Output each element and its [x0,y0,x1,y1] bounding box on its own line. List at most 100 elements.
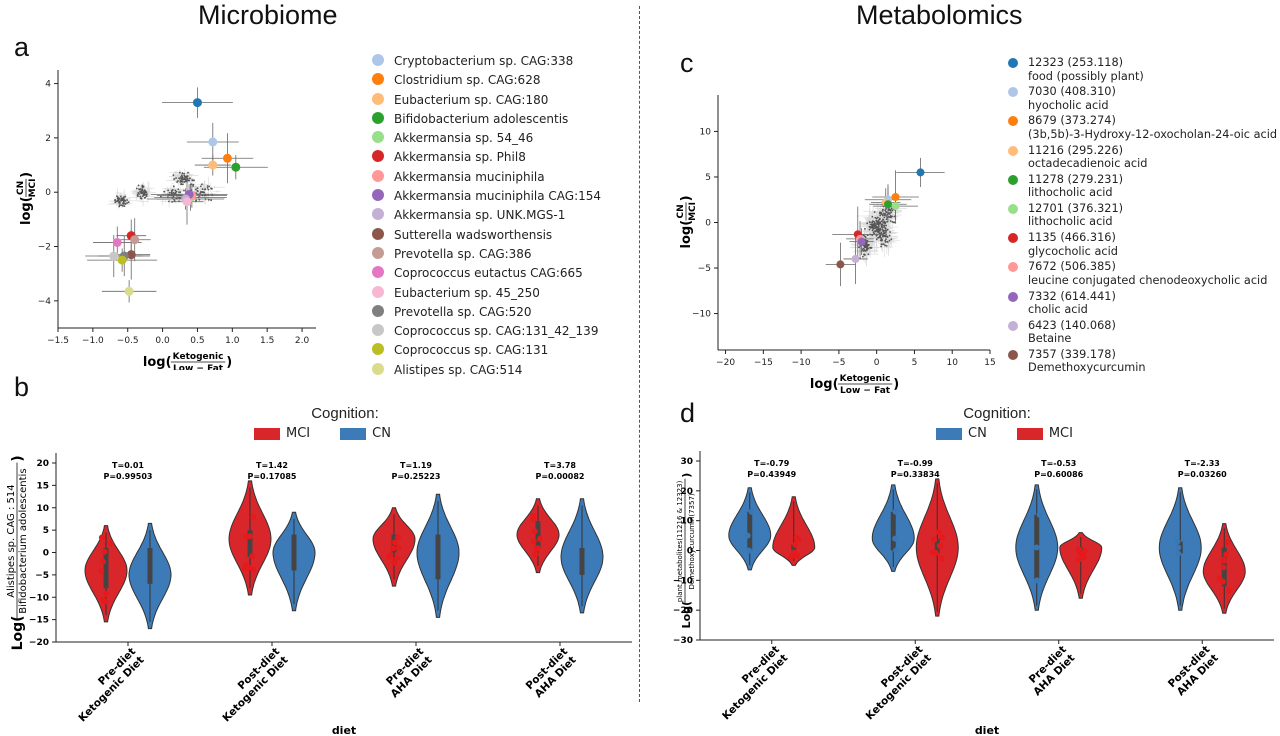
violin-iqr-box [103,548,109,589]
background-point [210,187,213,190]
background-point [138,193,140,195]
background-point [146,193,148,196]
legend-item: 7030 (408.310) hyocholic acid [1008,85,1278,114]
background-point [194,188,197,191]
legend-marker [1008,262,1018,273]
background-point [865,248,868,251]
background-point [884,244,886,247]
y-tick-label: −30 [673,636,693,646]
violin-iqr-box [247,530,253,557]
stat-t-label: T=-2.33 [1185,459,1220,468]
cn-label: CN [968,426,987,441]
data-point [98,534,105,541]
background-point [881,243,883,246]
x-tick-label: 2.0 [295,336,310,346]
legend-label: Akkermansia sp. UNK.MGS-1 [394,208,566,223]
stat-p-label: P=0.99503 [103,472,152,481]
legend-label: 11278 (279.231) lithocholic acid [1028,172,1124,200]
background-point [880,223,883,226]
data-point [99,596,106,603]
mci-swatch [254,427,280,440]
background-point [877,220,879,223]
background-point [172,195,175,198]
legend-item: Alistipes sp. CAG:514 [372,362,622,381]
y-tick-label: −5 [35,571,49,581]
background-point [181,176,184,179]
background-point [196,190,199,193]
y-tick-label: 0 [705,219,711,229]
legend-item: Akkermansia sp. Phil8 [372,149,622,168]
background-point [881,227,884,229]
cn-swatch [340,427,367,440]
legend-item: Eubacterium sp. CAG:180 [372,92,622,111]
background-point [119,204,121,207]
background-point [888,234,891,237]
x-axis-label: log(Ketogenic Low − Fat) [143,352,232,370]
background-point [875,238,878,241]
background-point [864,227,866,230]
x-tick-label: 15 [984,358,995,368]
background-point [867,244,870,246]
legend-label: Alistipes sp. CAG:514 [394,362,523,377]
legend-label: 8679 (373.274) (3b,5b)-3-Hydroxy-12-oxoc… [1028,114,1278,141]
background-point [195,199,198,202]
background-point [883,220,886,223]
svg-text:Low − Fat: Low − Fat [840,386,891,395]
legend-marker [372,266,384,279]
data-point [1036,511,1043,518]
legend-marker [1008,291,1018,302]
background-point [858,246,860,249]
legend-marker [372,227,384,240]
x-axis-label: diet [975,724,999,736]
highlight-point [222,153,232,163]
x-tick-label: 0.5 [190,336,204,346]
mci-label: MCI [1048,426,1073,441]
data-point [395,544,402,551]
background-point [885,224,888,227]
background-point [200,183,203,186]
violin-iqr-box [291,534,297,571]
svg-text:Alistipes sp. CAG : 514: Alistipes sp. CAG : 514 [6,484,17,597]
background-point [159,195,162,198]
legend-label: Akkermansia muciniphila CAG:154 [394,189,602,204]
legend-label: 12701 (376.321) lithocholic acid [1028,201,1124,229]
background-point [183,189,185,192]
legend-label: 7357 (339.178) Demethoxycurcumin [1028,347,1146,375]
background-point [186,175,189,178]
background-point [163,190,166,193]
background-point [137,184,140,187]
legend-item: Prevotella sp. CAG:386 [372,246,622,265]
legend-label: Coprococcus sp. CAG:131_42_139 [394,324,599,339]
background-point [890,211,893,214]
legend-marker [372,73,384,86]
background-point [140,197,143,200]
data-point [792,541,799,548]
data-point [107,540,114,547]
background-point [121,199,124,201]
data-point [243,533,250,540]
legend-marker [1008,349,1018,360]
background-point [882,243,885,246]
background-point [122,201,125,204]
background-point [180,174,183,177]
legend-marker [372,343,384,356]
x-axis-label: diet [332,724,356,736]
stat-t-label: T=0.01 [112,461,144,470]
data-point [1033,544,1040,551]
section-divider [639,6,640,702]
background-point [867,253,870,256]
background-point [119,195,122,198]
stat-p-label: P=0.17085 [247,472,296,481]
y-tick-label: −5 [698,264,711,274]
background-point [171,189,173,192]
background-point [869,246,871,249]
data-point [1175,544,1182,551]
stat-t-label: T=3.78 [544,461,576,470]
background-point [122,204,124,207]
highlight-point [916,168,925,177]
background-point [875,234,878,237]
data-point [1226,587,1233,594]
background-point [183,181,186,183]
background-point [875,223,878,225]
